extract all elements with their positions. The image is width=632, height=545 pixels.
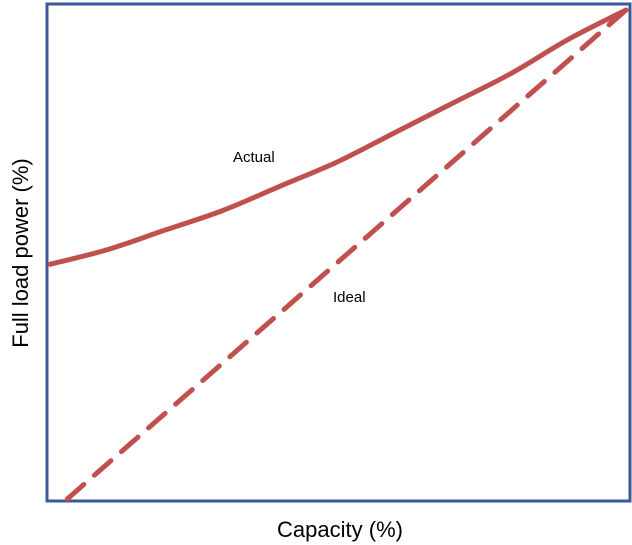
x-axis-title: Capacity (%) [277,517,403,542]
series-line-actual [47,7,629,267]
series-line-ideal [64,7,629,502]
plot-area-frame [45,2,632,503]
annotation-ideal: Ideal [333,289,366,306]
annotation-actual: Actual [233,149,275,166]
series-layer [47,7,629,502]
y-axis-title: Full load power (%) [8,158,33,348]
